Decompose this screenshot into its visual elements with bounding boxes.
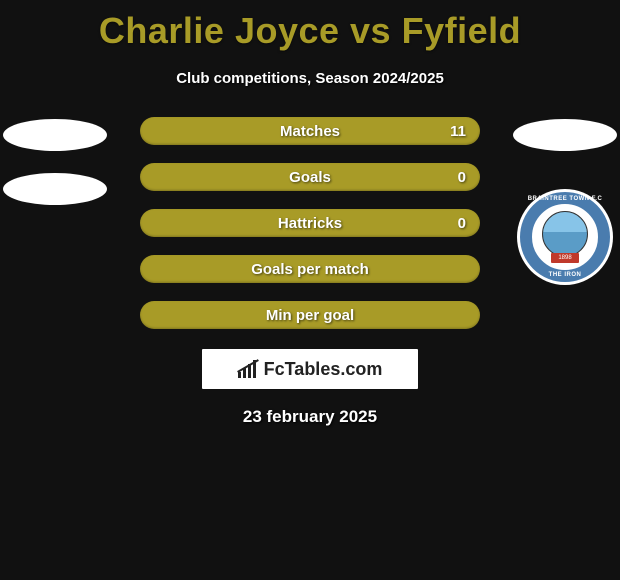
stat-label: Min per goal <box>266 307 354 324</box>
stat-bar-goals-per-match: Goals per match <box>140 255 480 283</box>
date-label: 23 february 2025 <box>0 407 620 427</box>
stat-label: Matches <box>280 123 340 140</box>
stat-value: 0 <box>458 169 466 186</box>
club-logo-bottom-text: THE IRON <box>517 272 613 278</box>
club-logo-braintree: BRAINTREE TOWN F.C 1898 THE IRON <box>517 189 613 285</box>
comparison-area: BRAINTREE TOWN F.C 1898 THE IRON Matches… <box>0 117 620 329</box>
stat-bar-matches: Matches 11 <box>140 117 480 145</box>
stat-label: Goals <box>289 169 331 186</box>
stat-bar-goals: Goals 0 <box>140 163 480 191</box>
left-avatar-placeholder-1 <box>3 119 107 151</box>
brand-text: FcTables.com <box>264 359 383 380</box>
page-title: Charlie Joyce vs Fyfield <box>0 0 620 52</box>
stats-bars: Matches 11 Goals 0 Hattricks 0 Goals per… <box>140 117 480 329</box>
left-avatar-placeholder-2 <box>3 173 107 205</box>
subtitle: Club competitions, Season 2024/2025 <box>0 70 620 87</box>
stat-label: Hattricks <box>278 215 342 232</box>
right-player-column: BRAINTREE TOWN F.C 1898 THE IRON <box>510 117 620 285</box>
chart-icon <box>238 360 260 378</box>
left-player-column <box>0 117 110 205</box>
brand-box: FcTables.com <box>202 349 418 389</box>
stat-label: Goals per match <box>251 261 369 278</box>
stat-bar-hattricks: Hattricks 0 <box>140 209 480 237</box>
club-logo-ribbon: 1898 <box>551 253 579 263</box>
stat-bar-min-per-goal: Min per goal <box>140 301 480 329</box>
club-logo-top-text: BRAINTREE TOWN F.C <box>517 196 613 202</box>
stat-value: 0 <box>458 215 466 232</box>
stat-value: 11 <box>450 123 466 140</box>
right-avatar-placeholder-1 <box>513 119 617 151</box>
